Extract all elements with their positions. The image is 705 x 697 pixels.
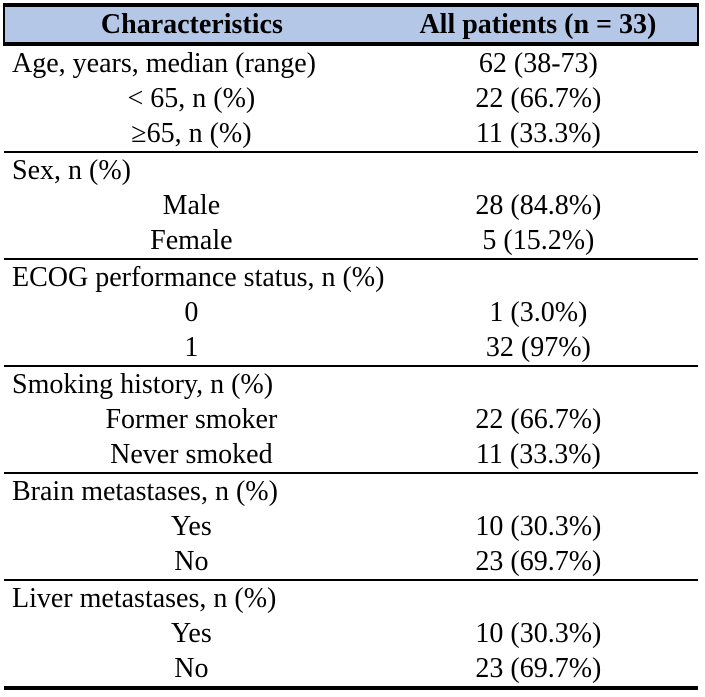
- row-value-cell: 23 (69.7%): [378, 651, 698, 690]
- row-value-cell: [379, 152, 698, 188]
- table-header: Characteristics All patients (n = 33): [3, 3, 700, 46]
- row-label-cell: Age, years, median (range): [12, 48, 316, 79]
- row-label-cell: < 65, n (%): [127, 83, 256, 114]
- table-row-ecog: ECOG performance status, n (%): [4, 259, 698, 295]
- table-row-liver-no: No 23 (69.7%): [4, 651, 698, 690]
- row-label-cell: Brain metastases, n (%): [12, 476, 278, 507]
- patient-characteristics-table: Characteristics All patients (n = 33) Ag…: [3, 3, 700, 690]
- table-row-smoking-former: Former smoker 22 (66.7%): [4, 402, 698, 437]
- row-label-cell: Former smoker: [105, 404, 278, 435]
- row-value-cell: 62 (38-73): [478, 48, 598, 79]
- row-value-cell: 22 (66.7%): [475, 83, 602, 114]
- row-value-cell: 22 (66.7%): [475, 404, 602, 435]
- table-row-ecog-1: 1 32 (97%): [4, 330, 698, 367]
- row-value-cell: [379, 259, 698, 295]
- row-label-cell: Never smoked: [4, 437, 379, 474]
- row-label-cell: Yes: [171, 511, 212, 542]
- row-label-cell: No: [4, 544, 379, 581]
- row-value-cell: [379, 580, 698, 616]
- table-row-sex: Sex, n (%): [4, 152, 698, 188]
- row-label-cell: Smoking history, n (%): [12, 369, 274, 400]
- row-label-cell: ≥65, n (%): [4, 116, 379, 153]
- header-characteristics: Characteristics: [3, 3, 379, 46]
- table-row-brain-mets: Brain metastases, n (%): [4, 473, 698, 509]
- row-value-cell: 5 (15.2%): [378, 223, 698, 260]
- row-value-cell: 1 (3.0%): [489, 297, 588, 328]
- row-value-cell: 11 (33.3%): [378, 116, 698, 153]
- table-row-ecog-0: 0 1 (3.0%): [4, 295, 698, 330]
- table-row-smoking-never: Never smoked 11 (33.3%): [4, 437, 698, 474]
- table-row-age-lt65: < 65, n (%) 22 (66.7%): [4, 81, 698, 116]
- header-row: Characteristics All patients (n = 33): [3, 3, 700, 46]
- row-label-cell: 0: [184, 297, 199, 328]
- row-label-cell: No: [4, 651, 379, 690]
- row-label-cell: Yes: [171, 618, 212, 649]
- row-value-cell: 11 (33.3%): [378, 437, 698, 474]
- row-label-cell: Sex, n (%): [12, 155, 131, 186]
- table-row-brain-no: No 23 (69.7%): [4, 544, 698, 581]
- table-body: Age, years, median (range) 62 (38-73) < …: [4, 44, 698, 690]
- row-value-cell: 10 (30.3%): [475, 511, 602, 542]
- row-value-cell: 10 (30.3%): [475, 618, 602, 649]
- row-label-cell: 1: [4, 330, 379, 367]
- row-value-cell: 23 (69.7%): [378, 544, 698, 581]
- row-value-cell: [379, 473, 698, 509]
- row-value-cell: 32 (97%): [378, 330, 698, 367]
- table-row-brain-yes: Yes 10 (30.3%): [4, 509, 698, 544]
- table-row-age: Age, years, median (range) 62 (38-73): [4, 44, 698, 81]
- row-label-cell: Liver metastases, n (%): [12, 583, 277, 614]
- table-row-sex-female: Female 5 (15.2%): [4, 223, 698, 260]
- table-row-liver-mets: Liver metastases, n (%): [4, 580, 698, 616]
- row-value-cell: [379, 366, 698, 402]
- table-row-smoking: Smoking history, n (%): [4, 366, 698, 402]
- row-label-cell: ECOG performance status, n (%): [12, 262, 385, 293]
- row-label-cell: Female: [4, 223, 379, 260]
- row-label-cell: Male: [162, 190, 221, 221]
- table-row-sex-male: Male 28 (84.8%): [4, 188, 698, 223]
- header-all-patients: All patients (n = 33): [378, 3, 700, 46]
- table-row-liver-yes: Yes 10 (30.3%): [4, 616, 698, 651]
- table-row-age-ge65: ≥65, n (%) 11 (33.3%): [4, 116, 698, 153]
- row-value-cell: 28 (84.8%): [475, 190, 602, 221]
